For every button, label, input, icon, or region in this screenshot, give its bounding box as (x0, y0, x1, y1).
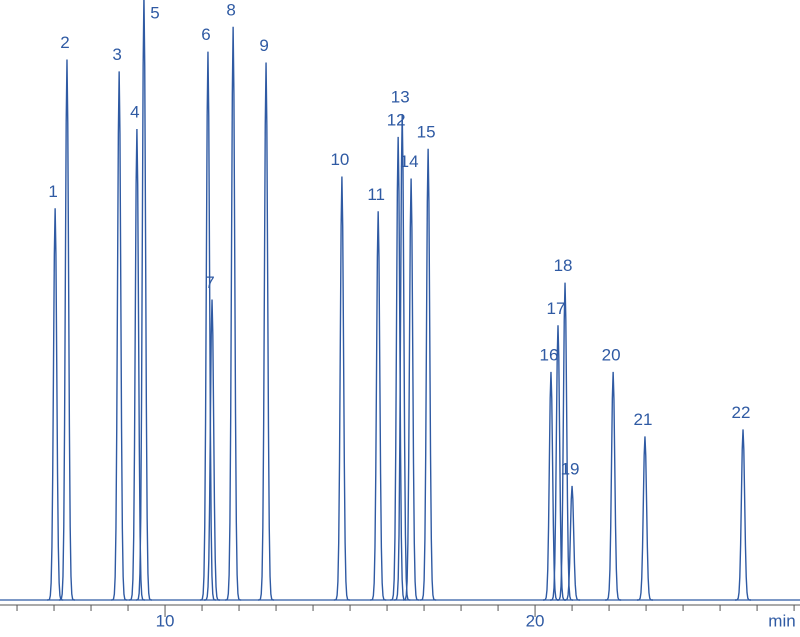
peak (258, 62, 275, 601)
peak (199, 51, 216, 601)
peak-label: 5 (150, 3, 159, 22)
peak (58, 59, 75, 601)
peak (542, 371, 559, 601)
peak-label: 9 (259, 36, 268, 55)
peak-label: 12 (387, 110, 406, 129)
x-tick-label: 10 (156, 611, 175, 630)
peak (370, 211, 387, 601)
plot-area (0, 0, 800, 601)
peak (636, 436, 653, 601)
peak (47, 208, 64, 601)
peak-label: 11 (367, 185, 385, 204)
peak-label: 7 (205, 273, 214, 292)
peak (204, 299, 221, 601)
peak (128, 128, 145, 601)
peak-label: 21 (633, 410, 652, 429)
peak-label: 16 (540, 345, 559, 364)
peak-label: 17 (547, 299, 566, 318)
peak (394, 114, 411, 601)
peak (390, 136, 407, 601)
x-tick-label: 20 (526, 611, 545, 630)
peak (111, 71, 128, 601)
peak (557, 282, 574, 601)
peak-label: 8 (226, 0, 235, 19)
peak-label: 20 (602, 345, 621, 364)
peak-label: 6 (201, 25, 210, 44)
peak-label: 3 (112, 45, 121, 64)
peak-label: 19 (561, 459, 580, 478)
x-axis-label: min (768, 611, 795, 630)
peak (403, 178, 420, 601)
peak-label: 22 (732, 403, 751, 422)
peak-label: 13 (391, 88, 410, 107)
peak (135, 0, 152, 601)
peak-label: 4 (130, 102, 139, 121)
peak (225, 26, 242, 601)
peak-label: 2 (60, 33, 69, 52)
peak-label: 1 (48, 182, 57, 201)
peak (333, 176, 350, 601)
peak (605, 371, 622, 601)
peak-label: 18 (554, 256, 573, 275)
peak-label: 14 (400, 152, 419, 171)
peak-label: 15 (417, 122, 436, 141)
peak (420, 148, 437, 601)
peak-label: 10 (330, 150, 349, 169)
peak (735, 429, 752, 601)
peak (549, 325, 567, 601)
peak (564, 485, 581, 601)
